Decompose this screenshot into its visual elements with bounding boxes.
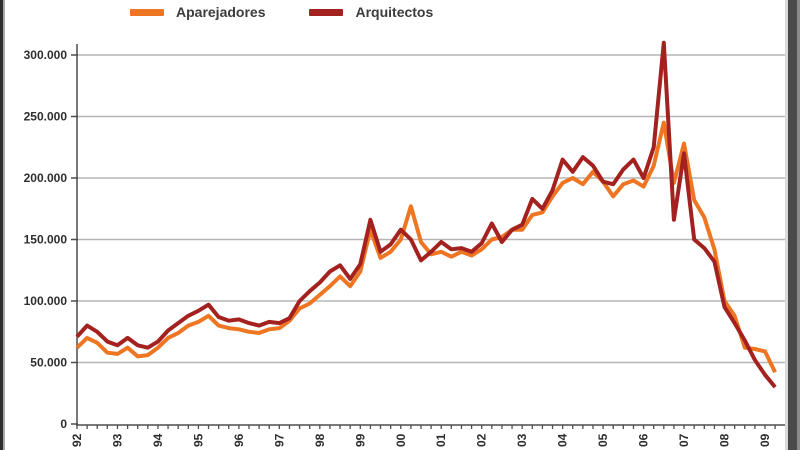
x-axis-year-label: 95 (191, 433, 205, 447)
arquitectos-line-swatch (309, 8, 344, 16)
x-axis-year-label: 07 (677, 433, 691, 447)
right-frame-edge-outer (797, 0, 800, 450)
legend-label-aparejadores: Aparejadores (176, 4, 266, 20)
x-axis-year-label: 04 (556, 433, 570, 447)
x-axis-year-label: 01 (434, 433, 448, 447)
x-axis-year-label: 08 (718, 433, 732, 447)
y-axis-label: 150.000 (24, 233, 68, 247)
left-frame-edge (0, 0, 3, 450)
x-axis-year-label: 99 (353, 433, 367, 447)
series-line-aparejadores (75, 120, 777, 374)
legend-item-aparejadores: Aparejadores (130, 4, 265, 20)
series-line-arquitectos (75, 40, 777, 389)
aparejadores-line-swatch (130, 8, 164, 16)
y-axis-label: 250.000 (24, 110, 68, 124)
legend-label-arquitectos: Arquitectos (355, 4, 434, 20)
x-axis-year-label: 02 (475, 433, 489, 447)
y-axis-label: 0 (60, 417, 67, 431)
legend-item-arquitectos: Arquitectos (309, 4, 433, 20)
x-axis-year-label: 05 (596, 433, 610, 447)
right-frame-gap (785, 0, 788, 450)
y-axis-label: 200.000 (24, 171, 68, 185)
y-axis-label: 50.000 (30, 356, 67, 370)
x-axis-year-label: 98 (313, 433, 327, 447)
x-axis-year-label: 97 (272, 433, 286, 447)
x-axis-year-label: 93 (110, 433, 124, 447)
left-frame-edge-soft (3, 0, 5, 450)
x-axis-year-label: 09 (758, 433, 772, 447)
x-axis-year-label: 96 (232, 433, 246, 447)
x-axis-year-label: 92 (70, 433, 84, 447)
x-axis-year-label: 00 (394, 433, 408, 447)
y-axis-label: 100.000 (24, 294, 68, 308)
x-axis-year-label: 94 (151, 433, 165, 447)
x-axis-year-label: 03 (515, 433, 529, 447)
x-axis-year-label: 06 (637, 433, 651, 447)
right-frame-edge (788, 0, 797, 450)
legend: Aparejadores Arquitectos (130, 4, 433, 20)
y-axis-label: 300.000 (24, 48, 68, 62)
